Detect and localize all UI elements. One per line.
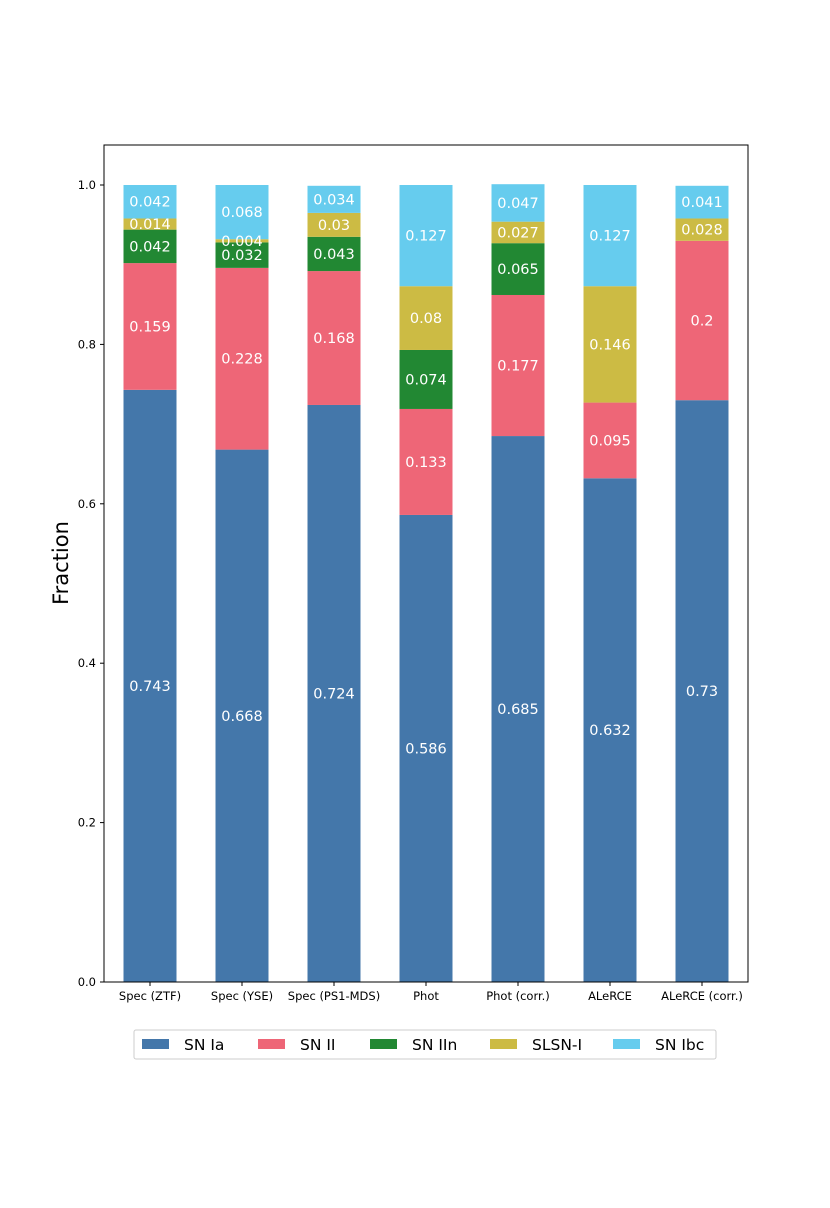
y-tick-label: 1.0 bbox=[78, 178, 96, 192]
legend-swatch bbox=[613, 1039, 640, 1049]
x-tick-label: ALeRCE bbox=[588, 989, 632, 1003]
data-label: 0.03 bbox=[318, 218, 350, 234]
bar-sn-iin-4 bbox=[491, 243, 545, 295]
bar-sn-ia-5 bbox=[583, 478, 637, 982]
y-axis: 0.0 0.2 0.4 0.6 0.8 1.0 bbox=[78, 178, 104, 989]
x-tick-label: Spec (ZTF) bbox=[119, 989, 181, 1003]
bar-sn-ibc-3 bbox=[399, 185, 453, 287]
bar-sn-ii-1 bbox=[215, 267, 269, 450]
data-label: 0.074 bbox=[405, 372, 447, 388]
data-label: 0.047 bbox=[497, 196, 539, 212]
data-label: 0.668 bbox=[221, 709, 263, 725]
data-label: 0.168 bbox=[313, 331, 355, 347]
bar-sn-ibc-0 bbox=[123, 185, 177, 219]
bar-sn-iin-3 bbox=[399, 349, 453, 409]
data-label: 0.028 bbox=[681, 223, 723, 239]
bar-sn-ii-5 bbox=[583, 402, 637, 479]
y-tick-label: 0.2 bbox=[78, 816, 96, 830]
data-label: 0.08 bbox=[410, 311, 442, 327]
bar-sn-ibc-2 bbox=[307, 185, 361, 213]
data-label: 0.004 bbox=[221, 234, 263, 250]
data-label: 0.043 bbox=[313, 247, 355, 263]
bar-slsn-i-0 bbox=[123, 218, 177, 230]
legend-swatch bbox=[258, 1039, 285, 1049]
data-label: 0.042 bbox=[129, 239, 171, 255]
legend-items: SN Ia SN II SN IIn SLSN-I SN Ibc bbox=[142, 1036, 704, 1054]
bar-slsn-i-1 bbox=[215, 239, 269, 243]
y-tick-label: 0.6 bbox=[78, 497, 96, 511]
bar-sn-ii-4 bbox=[491, 294, 545, 437]
y-tick-label: 0.0 bbox=[78, 975, 96, 989]
bar-sn-ia-0 bbox=[123, 389, 177, 983]
legend-swatch bbox=[142, 1039, 169, 1049]
data-label: 0.068 bbox=[221, 205, 263, 221]
x-tick-label: ALeRCE (corr.) bbox=[661, 989, 743, 1003]
y-tick-label: 0.8 bbox=[78, 337, 96, 351]
bar-sn-ibc-5 bbox=[583, 185, 637, 287]
bar-sn-ia-2 bbox=[307, 404, 361, 982]
data-label: 0.743 bbox=[129, 679, 171, 695]
data-label: 0.041 bbox=[681, 195, 723, 211]
data-label: 0.127 bbox=[589, 229, 631, 245]
bar-sn-ia-1 bbox=[215, 449, 269, 982]
data-label: 0.042 bbox=[129, 195, 171, 211]
legend-label: SLSN-I bbox=[532, 1036, 582, 1054]
data-label: 0.032 bbox=[221, 248, 263, 264]
data-label: 0.724 bbox=[313, 686, 355, 702]
data-label: 0.228 bbox=[221, 352, 263, 368]
legend-label: SN Ibc bbox=[655, 1036, 704, 1054]
legend: SN Ia SN II SN IIn SLSN-I SN Ibc bbox=[133, 1029, 717, 1060]
bar-sn-iin-2 bbox=[307, 236, 361, 272]
bar-sn-ii-6 bbox=[675, 240, 729, 401]
data-label: 0.2 bbox=[690, 313, 713, 329]
data-label: 0.027 bbox=[497, 225, 539, 241]
data-label: 0.014 bbox=[129, 217, 171, 233]
bar-slsn-i-3 bbox=[399, 286, 453, 350]
x-axis: Spec (ZTF) Spec (YSE) Spec (PS1-MDS) Phot Ph… bbox=[119, 982, 743, 1003]
data-label: 0.159 bbox=[129, 319, 171, 335]
y-axis-label: Fraction bbox=[49, 521, 73, 605]
data-label: 0.095 bbox=[589, 433, 631, 449]
x-tick-label: Spec (PS1-MDS) bbox=[288, 989, 380, 1003]
legend-frame bbox=[133, 1029, 717, 1060]
legend-swatch bbox=[370, 1039, 397, 1049]
legend-label: SN Ia bbox=[184, 1036, 224, 1054]
bar-sn-ii-3 bbox=[399, 408, 453, 515]
data-label: 0.685 bbox=[497, 702, 539, 718]
legend-label: SN II bbox=[300, 1036, 336, 1054]
data-label: 0.632 bbox=[589, 723, 631, 739]
bar-sn-ia-3 bbox=[399, 514, 453, 982]
y-tick-label: 0.4 bbox=[78, 656, 96, 670]
x-tick-label: Spec (YSE) bbox=[211, 989, 273, 1003]
bar-sn-ii-0 bbox=[123, 263, 177, 390]
x-tick-label: Phot (corr.) bbox=[486, 989, 550, 1003]
data-label: 0.586 bbox=[405, 741, 447, 757]
bar-slsn-i-4 bbox=[491, 221, 545, 244]
legend-label: SN IIn bbox=[412, 1036, 457, 1054]
bar-slsn-i-5 bbox=[583, 286, 637, 403]
data-label: 0.065 bbox=[497, 262, 539, 278]
bar-sn-ii-2 bbox=[307, 271, 361, 405]
data-label: 0.177 bbox=[497, 359, 539, 375]
bar-sn-iin-0 bbox=[123, 229, 177, 264]
data-label: 0.034 bbox=[313, 192, 355, 208]
segment-labels-layer: 0.743 0.159 0.042 0.014 0.042 0.668 0.228 0.032… bbox=[129, 192, 723, 757]
bar-sn-ibc-4 bbox=[491, 184, 545, 222]
data-label: 0.127 bbox=[405, 229, 447, 245]
bar-slsn-i-6 bbox=[675, 218, 729, 241]
bar-sn-ibc-1 bbox=[215, 185, 269, 240]
data-label: 0.146 bbox=[589, 337, 631, 353]
bar-slsn-i-2 bbox=[307, 212, 361, 237]
bars-layer bbox=[123, 184, 729, 983]
x-tick-label: Phot bbox=[413, 989, 439, 1003]
data-label: 0.73 bbox=[686, 684, 718, 700]
legend-swatch bbox=[490, 1039, 517, 1049]
bar-sn-ibc-6 bbox=[675, 185, 729, 219]
bar-sn-ia-4 bbox=[491, 436, 545, 982]
data-label: 0.133 bbox=[405, 455, 447, 471]
bar-sn-iin-1 bbox=[215, 242, 269, 268]
bar-sn-ia-6 bbox=[675, 400, 729, 982]
